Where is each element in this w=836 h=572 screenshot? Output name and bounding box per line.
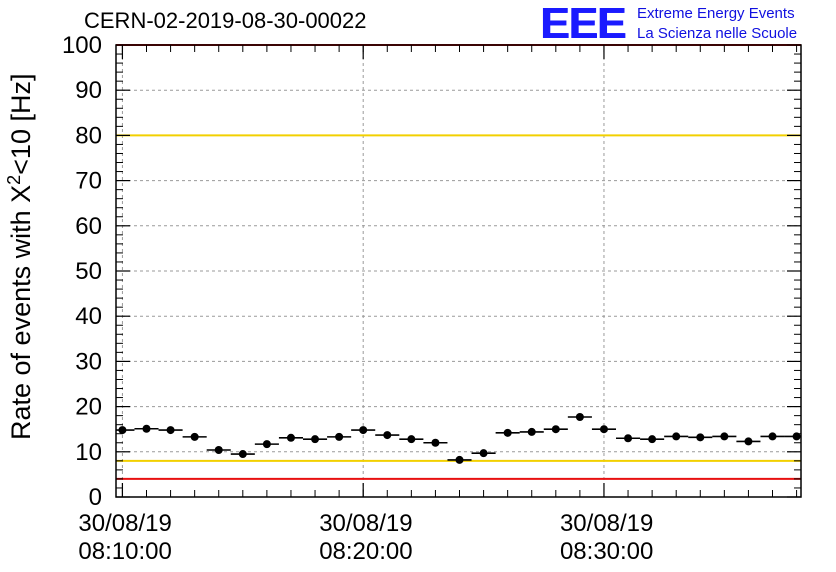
data-point (166, 426, 175, 435)
data-point (262, 440, 271, 449)
y-tick-label: 70 (75, 168, 102, 195)
y-axis-label: Rate of events with X2<10 [Hz] (4, 74, 36, 440)
data-point (503, 428, 512, 437)
x-tick-date-label: 30/08/19 (78, 510, 171, 537)
y-tick-label: 60 (75, 213, 102, 240)
logo-line-2: La Scienza nelle Scuole (637, 25, 798, 42)
data-point (792, 432, 801, 441)
x-tick-date-label: 30/08/19 (560, 510, 653, 537)
plot-frame (115, 44, 802, 498)
y-tick-label: 10 (75, 439, 102, 466)
eee-logo: EEE Extreme Energy Events La Scienza nel… (540, 0, 830, 48)
x-tick-time-label: 08:20:00 (319, 538, 412, 565)
y-tick-label: 100 (62, 32, 102, 59)
data-point (479, 449, 488, 458)
data-point (672, 432, 681, 441)
data-point (527, 427, 536, 436)
data-point (118, 426, 127, 435)
reference-lines (116, 44, 801, 480)
y-tick-label: 30 (75, 348, 102, 375)
x-tick-time-label: 08:30:00 (560, 538, 653, 565)
data-point (696, 433, 705, 442)
data-point (214, 445, 223, 454)
data-point (551, 425, 560, 434)
data-point (238, 450, 247, 459)
data-point (335, 432, 344, 441)
y-tick-label: 90 (75, 77, 102, 104)
x-tick-time-label: 08:10:00 (78, 538, 171, 565)
data-point (311, 435, 320, 444)
data-point (407, 435, 416, 444)
y-axis: 0 10 20 30 40 50 60 70 80 90 100 (62, 32, 801, 511)
data-point (768, 432, 777, 441)
y-tick-label: 0 (89, 484, 102, 511)
data-point (359, 426, 368, 435)
data-point (190, 432, 199, 441)
data-point (575, 412, 584, 421)
x-axis: 30/08/1908:10:0030/08/1908:20:0030/08/19… (78, 45, 653, 565)
chart-title: CERN-02-2019-08-30-00022 (84, 8, 367, 33)
data-point (142, 424, 151, 433)
logo-line-1: Extreme Energy Events (637, 5, 795, 22)
y-tick-label: 40 (75, 303, 102, 330)
data-point (383, 431, 392, 440)
data-point (720, 432, 729, 441)
y-tick-label: 50 (75, 258, 102, 285)
x-tick-date-label: 30/08/19 (319, 510, 412, 537)
y-tick-label: 80 (75, 122, 102, 149)
data-point (455, 455, 464, 464)
grid-lines (116, 45, 801, 497)
data-point (744, 437, 753, 446)
eee-logo-mark: EEE (540, 0, 626, 48)
data-points (116, 412, 801, 464)
data-point (431, 438, 440, 447)
data-point (599, 425, 608, 434)
data-point (648, 435, 657, 444)
data-point (624, 434, 633, 443)
y-tick-label: 20 (75, 394, 102, 421)
data-point (286, 433, 295, 442)
